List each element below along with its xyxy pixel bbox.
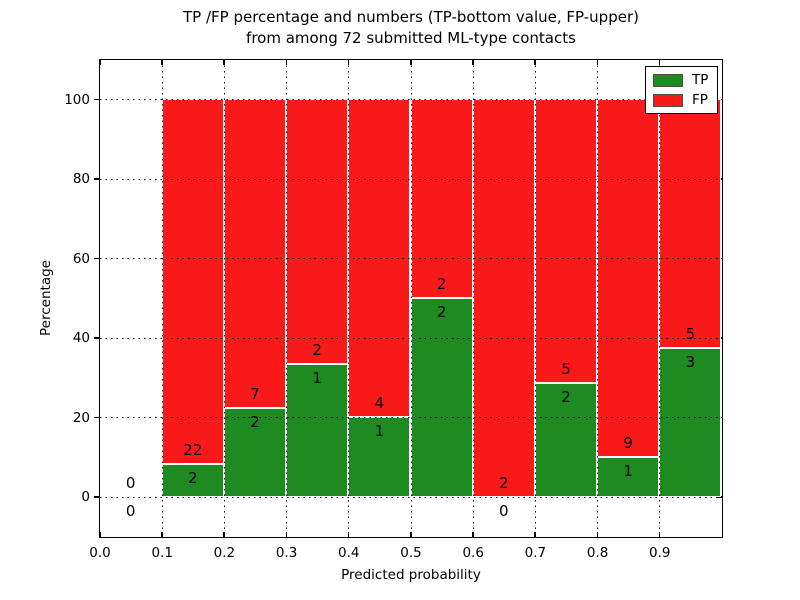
fp-count-label-0.4-0.5: 4: [374, 394, 385, 413]
tp-count-label-0.3-0.4: 1: [312, 369, 322, 388]
tp-count-label-0.5-0.6: 2: [436, 303, 447, 321]
x-tick-top-0.2: [223, 60, 225, 65]
fp-count-label-0.3-0.4: 2: [312, 341, 322, 360]
fp-count-label-0.9-1.0: 5: [685, 324, 696, 343]
fp-count-label-0.8-0.9: 9: [623, 434, 633, 452]
legend-label-tp: TP: [692, 72, 709, 88]
tp-bar-0.8-0.9: [597, 457, 660, 497]
y-tick-20: [94, 416, 99, 419]
y-tick-40: [94, 337, 99, 339]
y-tick-label-0: 0: [81, 489, 90, 506]
fp-bar-0.5-0.6: [410, 99, 473, 298]
x-tick-label-0.1: 0.1: [151, 545, 173, 561]
legend-item-fp: FP: [653, 93, 708, 107]
x-tick-top-0.4: [347, 60, 350, 65]
tp-count-label-0.6-0.7: 0: [499, 501, 509, 520]
x-tick-top-0.8: [596, 60, 599, 65]
y-tick-label-20: 20: [72, 409, 90, 426]
legend: TP FP: [645, 66, 719, 114]
x-tick-0.1: [161, 532, 163, 537]
fp-bar-0.1-0.2: [161, 99, 224, 464]
y-tick-80: [94, 178, 99, 180]
x-tick-top-0.0: [99, 60, 101, 65]
y-tick-0: [94, 496, 99, 498]
x-tick-0.2: [223, 532, 225, 537]
fp-bar-0.6-0.7: [472, 99, 535, 497]
x-tick-0.3: [285, 532, 288, 537]
fp-swatch-icon: [653, 93, 683, 107]
tp-count-label-0.9-1.0: 3: [685, 352, 696, 371]
x-tick-top-0.9: [658, 60, 661, 65]
chart-title-line2: from among 72 submitted ML-type contacts: [246, 29, 576, 47]
x-tick-0.6: [472, 532, 474, 537]
y-tick-label-100: 100: [64, 91, 90, 108]
fp-count-label-0.2-0.3: 7: [250, 385, 260, 404]
chart-title-line1: TP /FP percentage and numbers (TP-bottom…: [183, 8, 639, 26]
fp-count-label-0.1-0.2: 22: [183, 440, 203, 459]
x-tick-0.0: [99, 532, 101, 537]
y-tick-60: [94, 257, 99, 260]
x-tick-top-0.3: [285, 60, 288, 65]
x-tick-top-0.7: [534, 60, 536, 65]
tp-bar-0.1-0.2: [161, 463, 224, 497]
gridline-horizontal-0: [99, 496, 722, 498]
tp-count-label-0.1-0.2: 2: [188, 468, 198, 487]
tp-bar-0.5-0.6: [410, 298, 473, 497]
fp-count-label-0.5-0.6: 2: [436, 275, 447, 293]
x-tick-0.8: [596, 532, 599, 537]
fp-bar-0.3-0.4: [286, 99, 349, 365]
tp-count-label-0.2-0.3: 2: [250, 413, 260, 432]
legend-label-fp: FP: [692, 92, 708, 108]
legend-item-tp: TP: [653, 73, 708, 87]
tp-count-label-0.7-0.8: 2: [561, 388, 571, 407]
y-tick-100: [94, 98, 99, 101]
x-tick-label-0.0: 0.0: [89, 545, 111, 561]
x-tick-label-0.8: 0.8: [586, 545, 609, 561]
tp-count-label-0.8-0.9: 1: [623, 462, 633, 480]
x-tick-0.4: [347, 532, 350, 537]
plot-area: 0 0 22 2 7 2 2 1 4 1 2 2 2 0 5 2 9 1 5 3: [98, 58, 723, 538]
x-tick-top-0.1: [161, 60, 163, 65]
x-tick-label-0.7: 0.7: [524, 545, 547, 561]
x-tick-label-0.2: 0.2: [213, 545, 236, 561]
x-tick-top-0.5: [410, 60, 412, 65]
y-axis-label: Percentage: [38, 260, 54, 336]
y-tick-label-80: 80: [72, 171, 90, 188]
x-tick-top-0.6: [472, 60, 474, 65]
fp-bar-0.7-0.8: [534, 99, 598, 384]
x-tick-0.7: [534, 532, 536, 537]
fp-bar-0.8-0.9: [597, 99, 660, 457]
tp-swatch-icon: [653, 73, 683, 87]
fp-count-label-0.0-0.1: 0: [125, 473, 136, 492]
tp-count-label-0.4-0.5: 1: [374, 422, 385, 441]
fp-count-label-0.7-0.8: 5: [561, 360, 571, 379]
y-tick-label-60: 60: [72, 250, 90, 267]
x-tick-0.9: [658, 532, 661, 537]
x-tick-label-0.3: 0.3: [275, 545, 298, 561]
tp-bar-0.4-0.5: [348, 417, 411, 497]
x-tick-label-0.9: 0.9: [649, 545, 671, 561]
y-tick-label-40: 40: [72, 330, 90, 347]
fp-bar-0.2-0.3: [223, 99, 287, 409]
fp-bar-0.4-0.5: [348, 99, 411, 418]
x-tick-label-0.4: 0.4: [338, 545, 360, 561]
x-tick-label-0.5: 0.5: [400, 545, 422, 561]
tp-bar-0.2-0.3: [223, 408, 287, 497]
tp-count-label-0.0-0.1: 0: [125, 501, 136, 520]
fp-count-label-0.6-0.7: 2: [499, 473, 509, 492]
x-tick-label-0.6: 0.6: [462, 545, 484, 561]
fp-bar-0.9-1.0: [659, 99, 722, 348]
chart-title: TP /FP percentage and numbers (TP-bottom…: [100, 7, 722, 49]
x-tick-0.5: [410, 532, 412, 537]
x-axis-label: Predicted probability: [341, 567, 481, 583]
